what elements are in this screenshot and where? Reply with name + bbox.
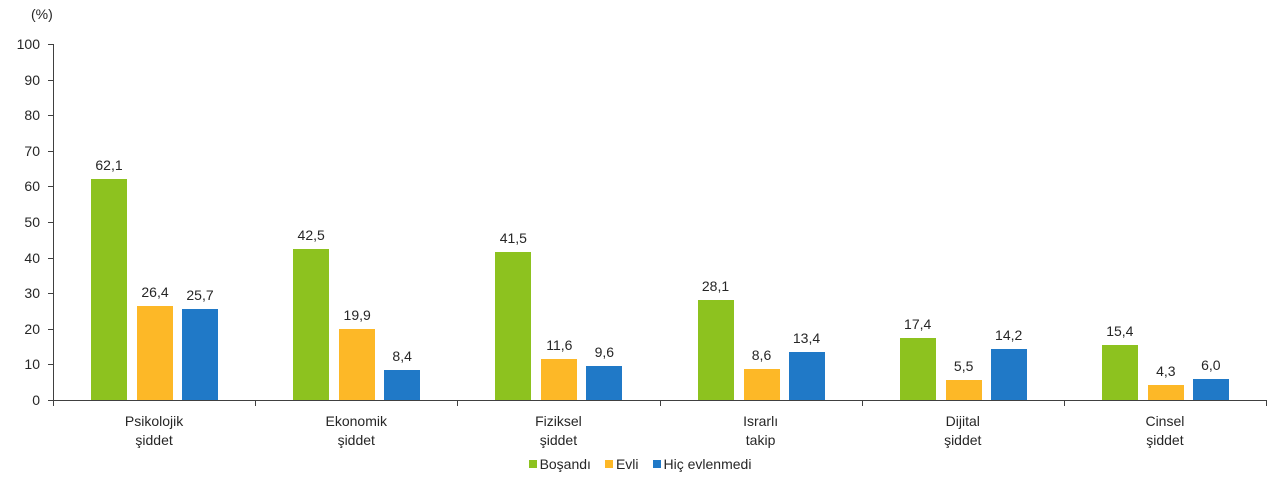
y-tick — [48, 222, 53, 223]
bar-hiç-evlenmedi — [586, 365, 623, 400]
legend-label: Evli — [615, 456, 639, 472]
data-label: 4,3 — [1156, 362, 1176, 379]
y-tick-label: 40 — [24, 249, 40, 266]
category-label-line: şiddet — [337, 432, 375, 448]
data-label: 15,4 — [1106, 323, 1134, 340]
data-label: 62,1 — [95, 156, 123, 173]
category-label: Israrlı takip — [681, 412, 841, 450]
category-label-line: şiddet — [539, 432, 578, 448]
bar-evli — [339, 329, 376, 400]
y-tick-label: 80 — [24, 107, 40, 124]
x-axis — [49, 400, 1267, 401]
category-label-line: Dijital — [945, 413, 980, 429]
data-label: 8,6 — [751, 347, 772, 364]
category-label: Fiziksel şiddet — [478, 412, 638, 450]
category-label-line: şiddet — [135, 432, 173, 448]
y-tick — [48, 44, 53, 45]
data-label: 17,4 — [904, 316, 932, 333]
data-label: 25,7 — [186, 286, 214, 303]
y-tick — [48, 364, 53, 366]
y-tick-label: 70 — [24, 142, 40, 159]
bar-evli — [541, 358, 578, 400]
category-label: Psikolojik şiddet — [74, 412, 234, 450]
bar-hiç-evlenmedi — [788, 352, 825, 400]
category-label-line: Psikolojik — [124, 413, 184, 429]
x-tick — [53, 400, 54, 406]
bar-boşandı — [697, 299, 734, 400]
data-label: 14,2 — [995, 327, 1023, 344]
data-label: 28,1 — [701, 277, 730, 294]
x-tick — [1063, 400, 1065, 406]
y-tick-label: 20 — [24, 320, 40, 337]
x-tick — [457, 400, 459, 406]
legend-swatch — [652, 460, 661, 468]
category-label-line: Cinsel — [1145, 413, 1185, 429]
y-tick — [48, 328, 53, 330]
y-tick-label: 50 — [24, 214, 40, 230]
bar-hiç-evlenmedi — [384, 370, 421, 400]
y-tick — [48, 115, 53, 117]
data-label: 5,5 — [953, 358, 974, 375]
bar-boşandı — [495, 252, 532, 400]
category-label-line: Israrlı — [743, 413, 779, 429]
y-tick — [48, 400, 53, 401]
bar-boşandı — [1101, 345, 1138, 400]
y-axis-unit: (%) — [31, 6, 53, 22]
y-tick-label: 100 — [16, 36, 40, 52]
y-tick-label: 0 — [32, 392, 40, 408]
category-label-line: şiddet — [1146, 432, 1184, 448]
legend-item: Evli — [604, 456, 639, 472]
legend-swatch — [528, 460, 537, 468]
bar-hiç-evlenmedi — [990, 349, 1027, 400]
bar-boşandı — [293, 248, 330, 400]
category-label-line: takip — [745, 432, 776, 448]
y-tick-label: 90 — [24, 71, 40, 88]
x-tick — [861, 400, 863, 406]
y-tick — [48, 150, 53, 152]
data-label: 26,4 — [141, 284, 169, 301]
y-tick — [48, 79, 53, 81]
data-label: 8,4 — [392, 348, 412, 365]
y-tick-label: 60 — [24, 178, 40, 195]
category-label: Dijital şiddet — [883, 412, 1043, 450]
data-label: 41,5 — [499, 230, 527, 247]
y-tick — [48, 186, 53, 188]
x-tick — [255, 400, 257, 406]
data-label: 9,6 — [594, 343, 615, 360]
y-tick — [48, 293, 53, 295]
y-tick-label: 10 — [24, 356, 40, 373]
bar-evli — [945, 380, 982, 400]
data-label: 13,4 — [792, 330, 821, 347]
y-tick — [48, 257, 53, 259]
category-label: Ekonomik şiddet — [276, 412, 436, 450]
bar-evli — [137, 306, 173, 400]
data-label: 11,6 — [546, 336, 573, 353]
bar-hiç-evlenmedi — [182, 308, 218, 400]
legend-label: Hiç evlenmedi — [663, 456, 752, 472]
category-label: Cinsel şiddet — [1085, 412, 1245, 450]
bar-evli — [743, 369, 780, 400]
category-label-line: Ekonomik — [325, 413, 387, 429]
x-tick — [1266, 400, 1267, 406]
legend-item: Boşandı — [528, 456, 591, 472]
legend-item: Hiç evlenmedi — [652, 456, 752, 472]
bar-evli — [1147, 384, 1184, 400]
bar-hiç-evlenmedi — [1192, 378, 1229, 400]
legend: Boşandı Evli Hiç evlenmedi — [0, 456, 1280, 472]
data-label: 6,0 — [1201, 356, 1221, 373]
y-tick-label: 30 — [24, 285, 40, 302]
data-label: 19,9 — [343, 307, 371, 324]
y-axis — [53, 44, 54, 401]
data-label: 42,5 — [297, 226, 325, 243]
bar-boşandı — [899, 338, 936, 400]
category-label-line: Fiziksel — [535, 413, 582, 429]
legend-label: Boşandı — [539, 456, 591, 472]
x-tick — [659, 400, 661, 406]
legend-swatch — [604, 460, 613, 468]
bar-boşandı — [91, 178, 127, 400]
category-label-line: şiddet — [944, 432, 982, 448]
